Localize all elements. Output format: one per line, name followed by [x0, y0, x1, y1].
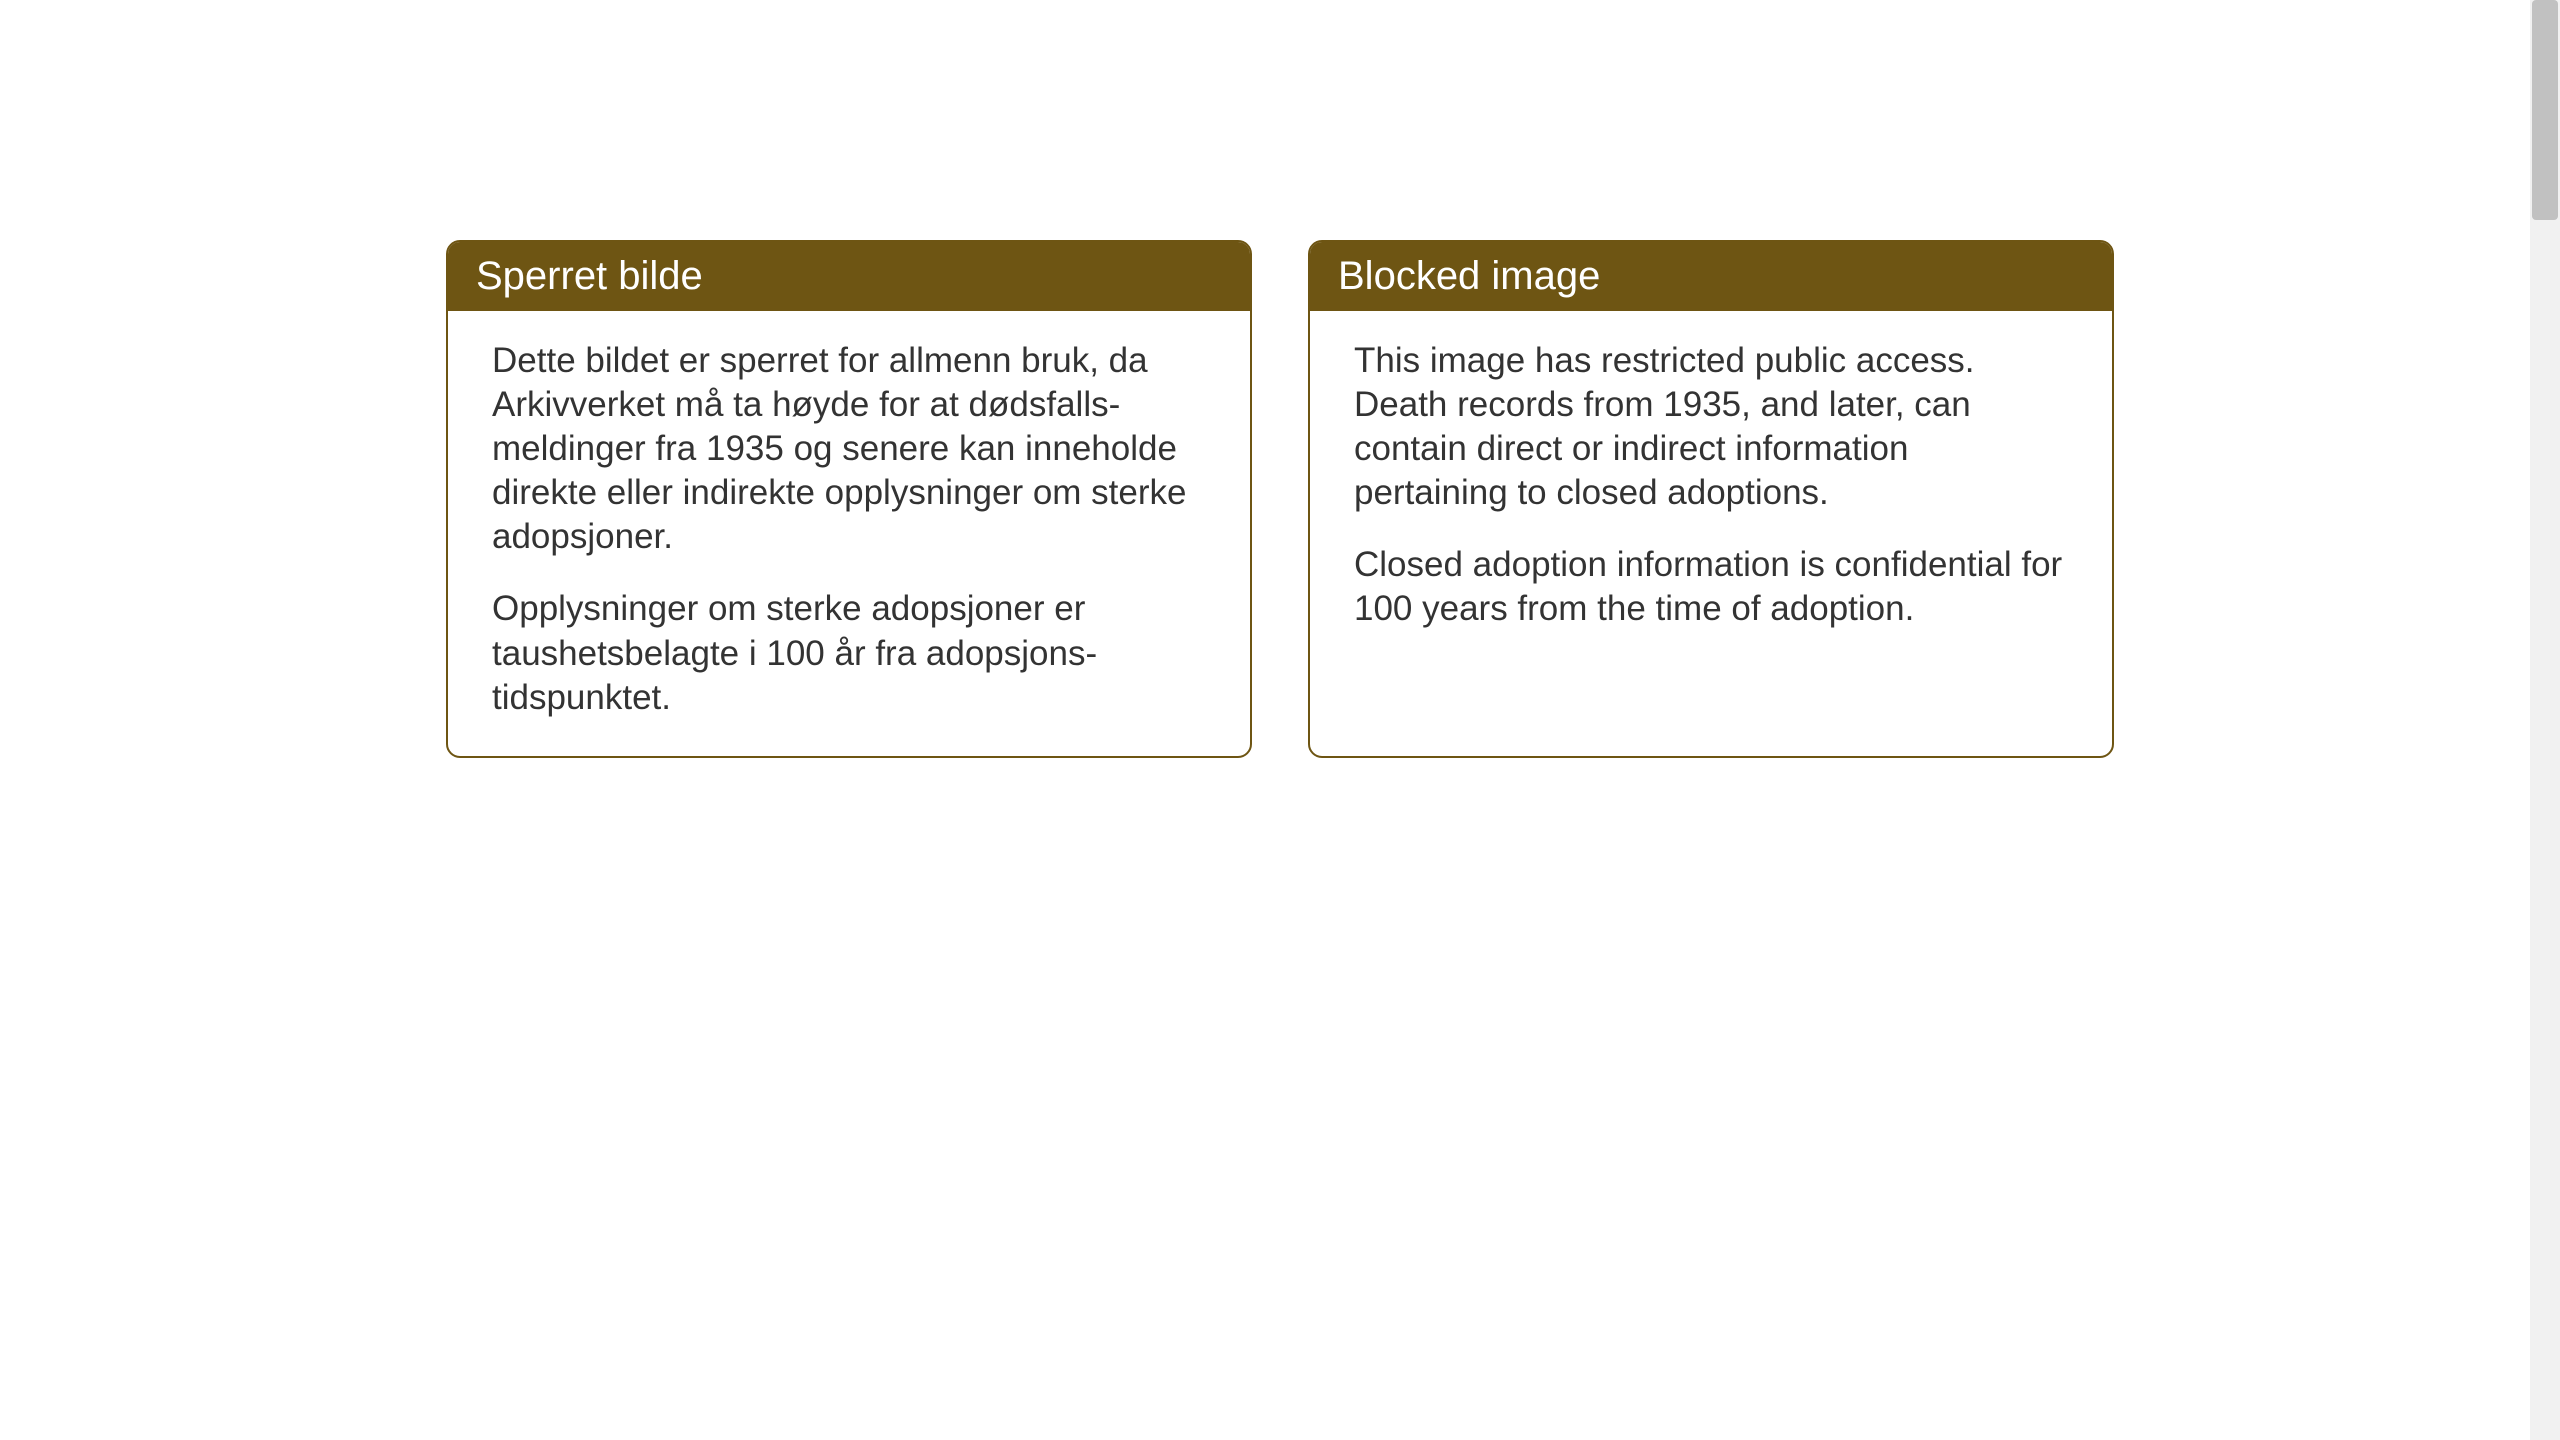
card-english-paragraph-2: Closed adoption information is confident… [1354, 543, 2068, 631]
scrollbar-track[interactable] [2530, 0, 2560, 1440]
card-norwegian-paragraph-2: Opplysninger om sterke adopsjoner er tau… [492, 587, 1206, 719]
card-norwegian: Sperret bilde Dette bildet er sperret fo… [446, 240, 1252, 758]
scrollbar-thumb[interactable] [2532, 0, 2558, 220]
card-english-header: Blocked image [1310, 242, 2112, 311]
card-norwegian-title: Sperret bilde [476, 254, 703, 298]
card-english-paragraph-1: This image has restricted public access.… [1354, 339, 2068, 515]
card-norwegian-header: Sperret bilde [448, 242, 1250, 311]
card-english: Blocked image This image has restricted … [1308, 240, 2114, 758]
card-english-title: Blocked image [1338, 254, 1600, 298]
card-norwegian-paragraph-1: Dette bildet er sperret for allmenn bruk… [492, 339, 1206, 559]
card-norwegian-body: Dette bildet er sperret for allmenn bruk… [448, 311, 1250, 756]
card-english-body: This image has restricted public access.… [1310, 311, 2112, 668]
cards-container: Sperret bilde Dette bildet er sperret fo… [446, 240, 2114, 758]
